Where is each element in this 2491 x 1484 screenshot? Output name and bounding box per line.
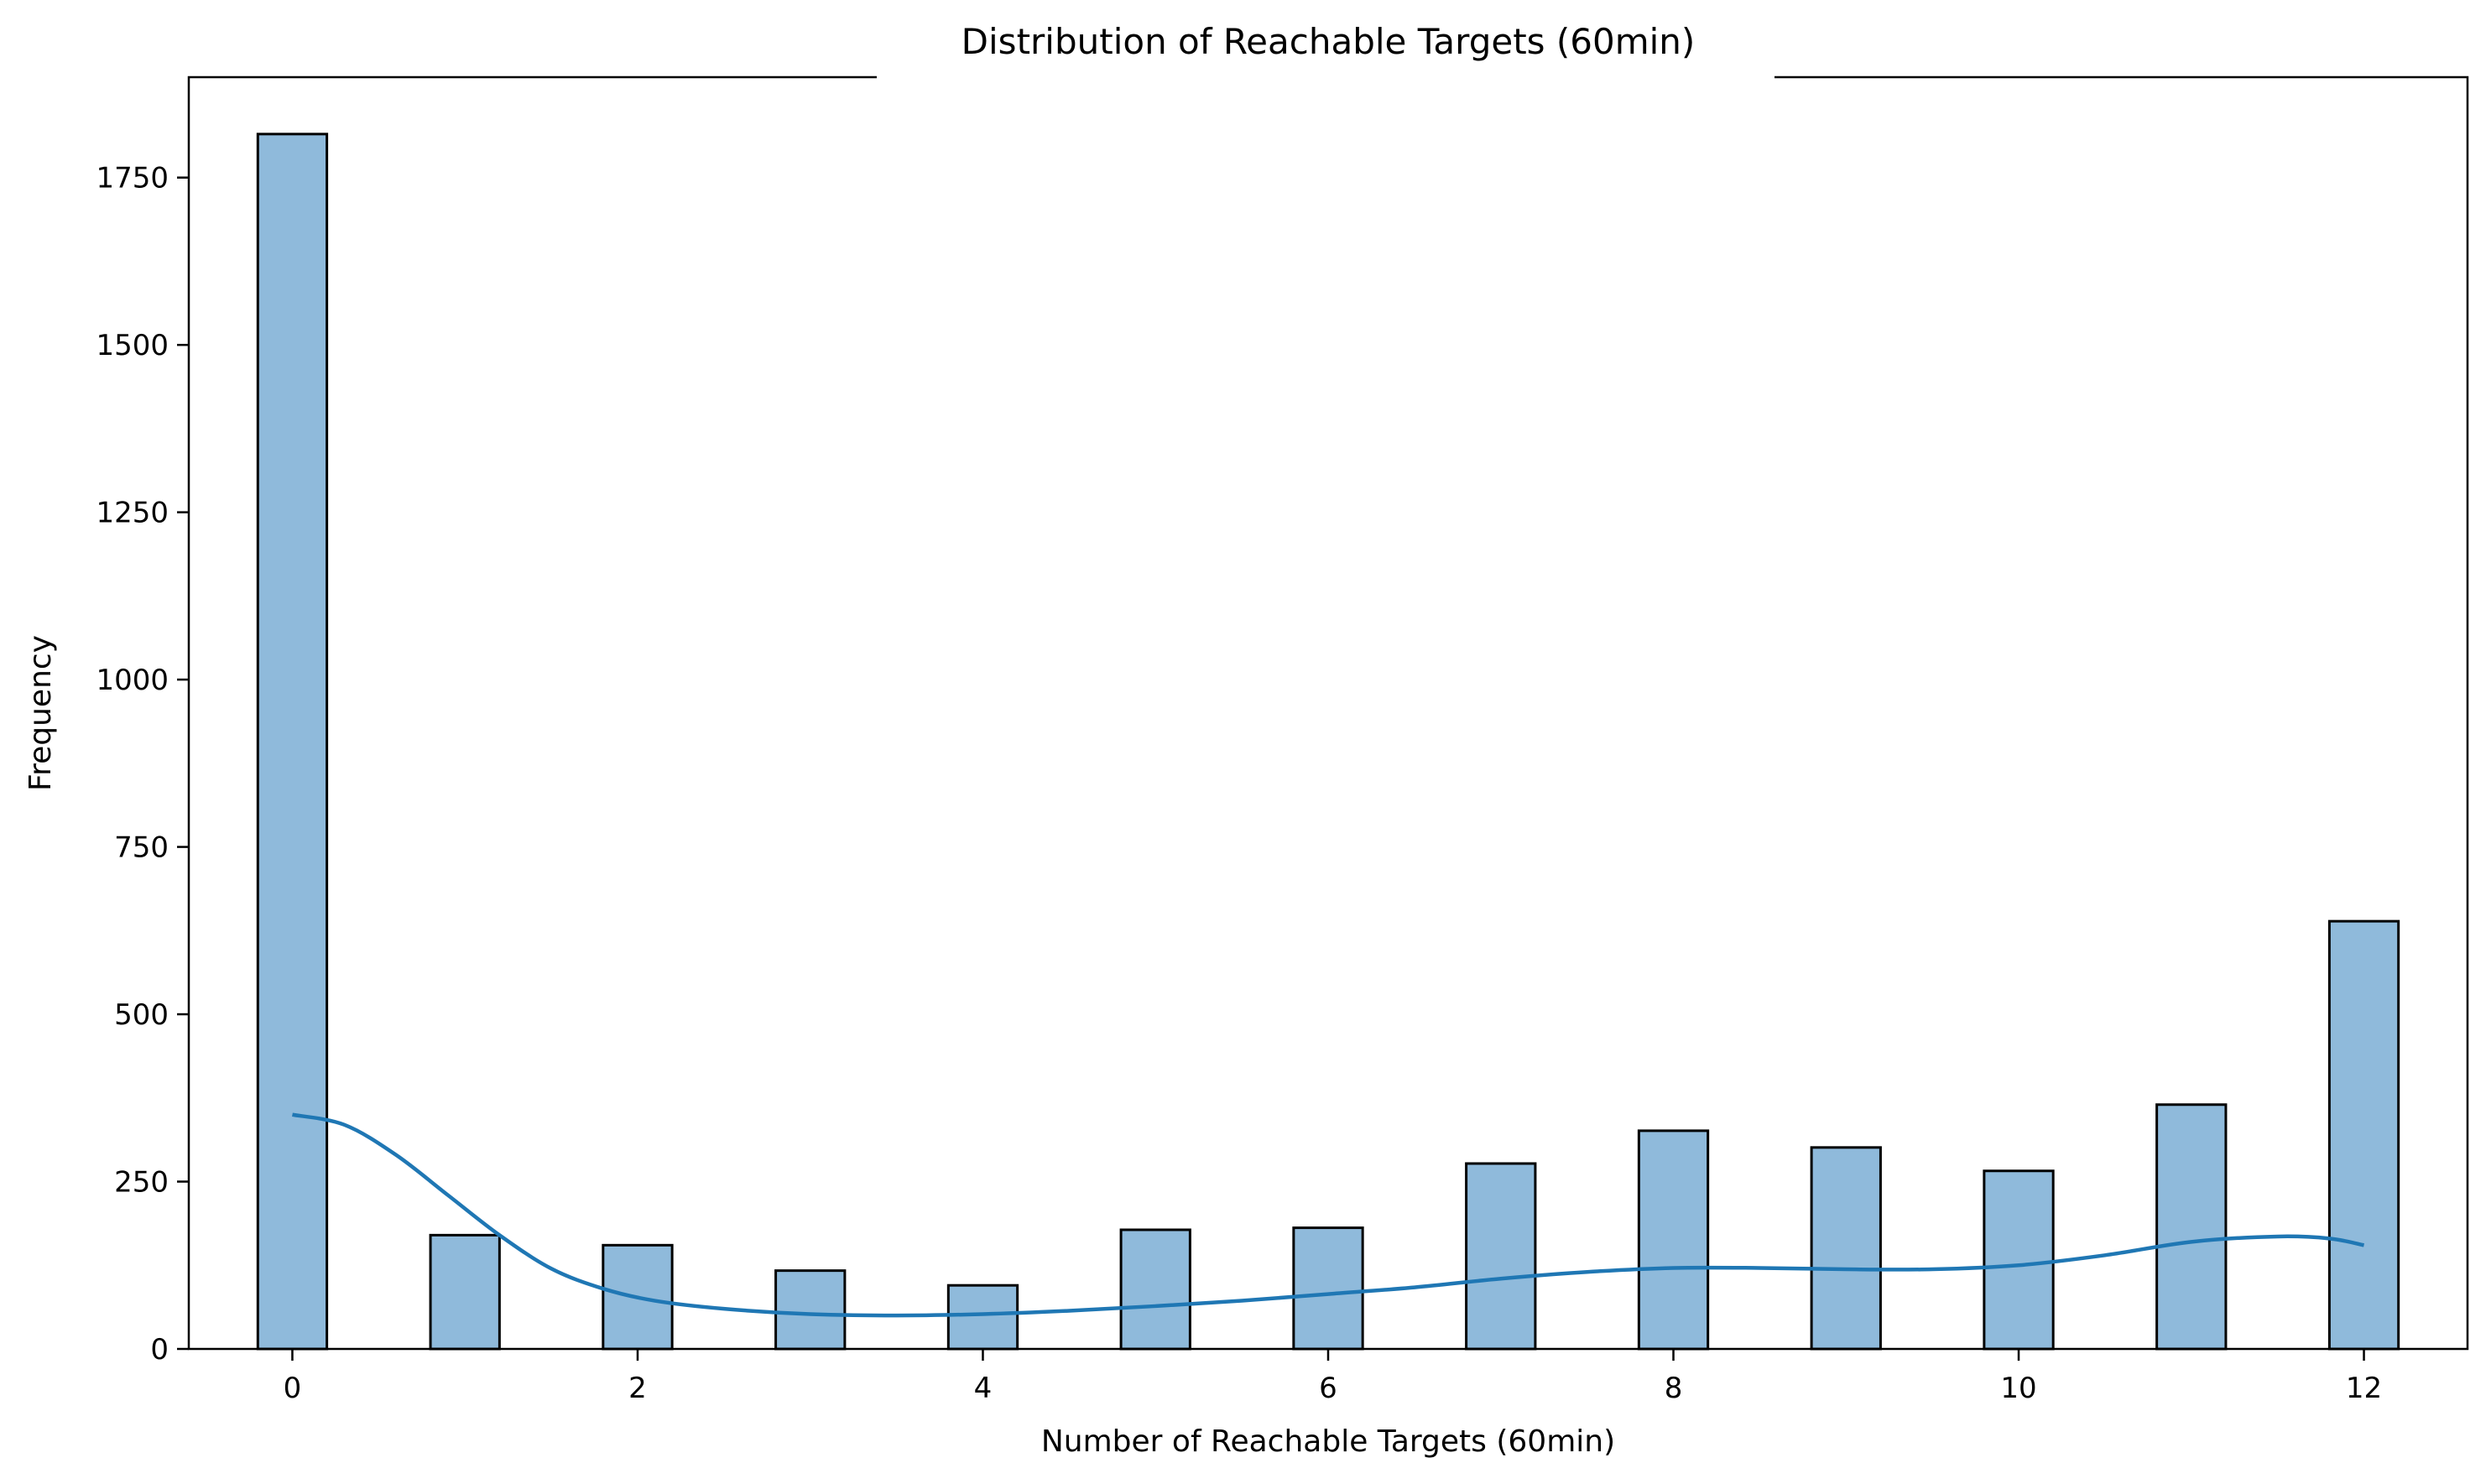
y-tick-label: 750 (114, 831, 169, 865)
y-tick-label: 1250 (96, 497, 169, 530)
chart-title: Distribution of Reachable Targets (60min… (961, 21, 1696, 62)
histogram-bar (1983, 1169, 2055, 1351)
x-tick-label: 10 (2000, 1372, 2036, 1405)
bars-layer (256, 133, 2400, 1351)
histogram-bar (946, 1284, 1019, 1351)
y-tick-label: 1500 (96, 329, 169, 362)
histogram-bar (1292, 1226, 1364, 1351)
y-tick-label: 1000 (96, 664, 169, 697)
y-tick-label: 250 (114, 1166, 169, 1200)
x-tick-label: 0 (284, 1372, 302, 1405)
x-tick-label: 8 (1665, 1372, 1683, 1405)
x-tick-label: 6 (1319, 1372, 1337, 1405)
y-tick-label: 500 (114, 998, 169, 1032)
histogram-bar (2327, 919, 2400, 1351)
title-background (877, 70, 1774, 84)
y-tick-label: 1750 (96, 162, 169, 195)
kde-curve (292, 1112, 2365, 1318)
x-axis-ticks: 0 2 4 6 8 10 12 (284, 1349, 2382, 1405)
histogram-bar (774, 1269, 847, 1351)
y-axis-ticks: 0 250 500 750 1000 1250 1500 1750 (96, 162, 189, 1367)
histogram-bar (1465, 1162, 1537, 1351)
x-axis-label: Number of Reachable Targets (60min) (1041, 1424, 1615, 1459)
x-tick-label: 4 (974, 1372, 993, 1405)
histogram-bar (2155, 1103, 2228, 1351)
y-tick-label: 0 (150, 1333, 169, 1367)
histogram-bar (1810, 1146, 1882, 1351)
histogram-bar (429, 1233, 501, 1351)
x-tick-label: 2 (628, 1372, 647, 1405)
x-tick-label: 12 (2346, 1372, 2382, 1405)
y-axis-label: Frequency (23, 635, 58, 791)
histogram-bar (1637, 1129, 1710, 1351)
histogram-bar (1119, 1228, 1191, 1351)
histogram-bar (256, 133, 329, 1351)
